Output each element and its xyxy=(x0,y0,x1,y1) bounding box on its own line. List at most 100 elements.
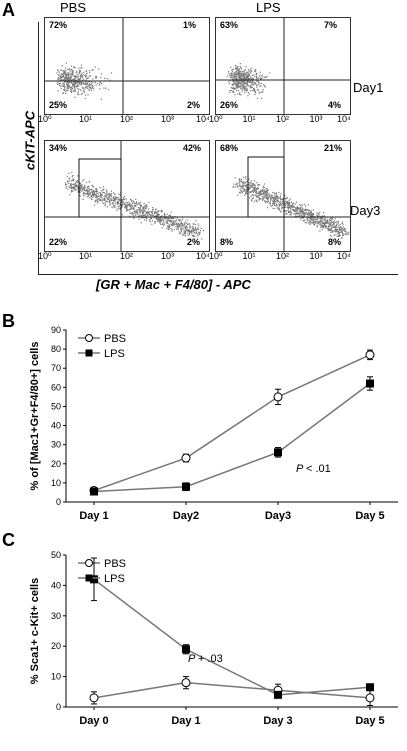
gate-box xyxy=(78,158,122,218)
flow-tick-label: 10⁰ xyxy=(38,114,52,124)
point-lps xyxy=(274,690,282,699)
point-pbs xyxy=(273,392,283,402)
y-tick-label: 30 xyxy=(51,611,61,621)
flow-tick-label: 10² xyxy=(276,251,290,261)
legend-marker xyxy=(85,334,93,342)
series-line-pbs xyxy=(93,681,371,699)
quadrant-label-br: 2% xyxy=(187,100,201,110)
point-lps xyxy=(182,645,190,654)
quadrant-label-bl: 22% xyxy=(49,237,68,247)
legend-label-pbs: PBS xyxy=(104,558,126,570)
x-tick-label: Day 1 xyxy=(79,510,108,522)
y-tick-label: 70 xyxy=(51,363,61,373)
chart-c: 0 10 20 30 40 50 Day 0 Day 1 Day 3 Day 5 % Sca1+ c… xyxy=(29,550,398,727)
quadrant-label-tr: 21% xyxy=(324,143,343,153)
series-line-lps xyxy=(93,382,371,493)
legend-label-pbs: PBS xyxy=(104,333,126,345)
y-tick-label: 80 xyxy=(51,344,61,354)
point-pbs xyxy=(89,693,99,703)
y-tick-label: 30 xyxy=(51,440,61,450)
y-axis-label: % Sca1+ c-Kit+ cells xyxy=(29,578,41,684)
quadrant-label-tl: 72% xyxy=(49,20,68,30)
flow-tick-label: 10⁴ xyxy=(196,114,210,124)
panel-letter-c: C xyxy=(2,530,15,550)
legend-label-lps: LPS xyxy=(104,573,125,585)
y-tick-label: 50 xyxy=(51,401,61,411)
flow-tick-label: 10² xyxy=(120,114,134,124)
flow-tick-label: 10⁴ xyxy=(196,251,210,261)
quadrant-label-tl: 68% xyxy=(220,143,239,153)
quadrant-label-tl: 34% xyxy=(49,143,68,153)
point-lps xyxy=(274,448,282,457)
flow-tick-label: 10⁰ xyxy=(38,251,52,261)
x-tick-label: Day2 xyxy=(173,510,199,522)
flow-tick-label: 10⁰ xyxy=(209,114,223,124)
day-label-1: Day1 xyxy=(353,80,384,95)
flow-tick-label: 10³ xyxy=(309,114,323,124)
y-tick-label: 10 xyxy=(51,672,61,682)
flow-tick-label: 10³ xyxy=(161,251,175,261)
series-line-pbs xyxy=(93,354,371,492)
flow-frame-bottom xyxy=(38,274,398,275)
panel-letter-a: A xyxy=(2,0,15,20)
quadrant-label-br: 2% xyxy=(187,237,201,247)
point-lps xyxy=(90,487,98,496)
flow-plot-lps-day3: 68% 21% 8% 8% xyxy=(215,140,351,252)
legend-label-lps: LPS xyxy=(104,348,125,360)
flow-tick-label: 10¹ xyxy=(242,251,256,261)
y-axis-label: % of [Mac1+Gr+F4/80+] cells xyxy=(29,342,41,491)
flow-tick-label: 10² xyxy=(276,114,290,124)
quadrant-label-bl: 8% xyxy=(220,237,234,247)
chart-b: 0 10 20 30 40 50 60 70 80 90 Day 1 Day2 Day3 Day 5 % o… xyxy=(29,325,398,522)
legend-marker xyxy=(85,349,93,357)
condition-label-lps: LPS xyxy=(256,0,281,15)
legend-marker xyxy=(85,574,93,582)
flow-frame-left xyxy=(38,22,39,274)
x-tick-label: Day 5 xyxy=(355,510,384,522)
p-value-annotation: P + .03 xyxy=(188,653,223,665)
y-tick-label: 60 xyxy=(51,382,61,392)
flow-ylabel: cKIT-APC xyxy=(22,110,38,171)
point-lps xyxy=(182,482,190,491)
point-lps xyxy=(366,379,374,388)
flow-plot-pbs-day1: 72% 1% 25% 2% xyxy=(44,17,210,115)
point-pbs xyxy=(181,678,191,688)
y-tick-label: 20 xyxy=(51,459,61,469)
quadrant-label-br: 4% xyxy=(328,100,342,110)
quadrant-label-tr: 42% xyxy=(183,143,202,153)
panel-letter-b: B xyxy=(2,311,15,331)
flow-tick-label: 10¹ xyxy=(79,114,93,124)
y-tick-label: 40 xyxy=(51,421,61,431)
x-tick-label: Day 5 xyxy=(355,715,384,727)
flow-plot-pbs-day3: 34% 42% 22% 2% xyxy=(44,140,210,252)
flow-tick-label: 10¹ xyxy=(79,251,93,261)
y-tick-label: 0 xyxy=(56,702,61,712)
flow-tick-label: 10² xyxy=(120,251,134,261)
flow-plot-lps-day1: 63% 7% 26% 4% xyxy=(215,17,351,115)
quadrant-label-tl: 63% xyxy=(220,20,239,30)
y-tick-label: 20 xyxy=(51,641,61,651)
flow-tick-label: 10¹ xyxy=(242,114,256,124)
x-tick-label: Day 1 xyxy=(171,715,200,727)
x-tick-label: Day 3 xyxy=(263,715,292,727)
y-tick-label: 0 xyxy=(56,497,61,507)
flow-tick-label: 10⁴ xyxy=(337,251,351,261)
point-pbs xyxy=(365,693,375,703)
series-line-lps xyxy=(93,578,371,696)
quadrant-label-tr: 7% xyxy=(324,20,338,30)
flow-tick-label: 10³ xyxy=(309,251,323,261)
point-lps xyxy=(90,575,98,584)
day-label-3: Day3 xyxy=(350,203,381,218)
quadrant-label-tr: 1% xyxy=(183,20,197,30)
point-lps xyxy=(366,683,374,692)
legend-marker xyxy=(85,559,93,567)
y-tick-label: 90 xyxy=(51,325,61,335)
y-tick-label: 50 xyxy=(51,550,61,560)
flow-tick-label: 10⁰ xyxy=(209,251,223,261)
y-tick-label: 40 xyxy=(51,580,61,590)
gate-box xyxy=(247,156,285,218)
quadrant-label-bl: 26% xyxy=(220,100,239,110)
y-tick-label: 10 xyxy=(51,478,61,488)
flow-tick-label: 10⁴ xyxy=(337,114,351,124)
x-tick-label: Day3 xyxy=(265,510,291,522)
